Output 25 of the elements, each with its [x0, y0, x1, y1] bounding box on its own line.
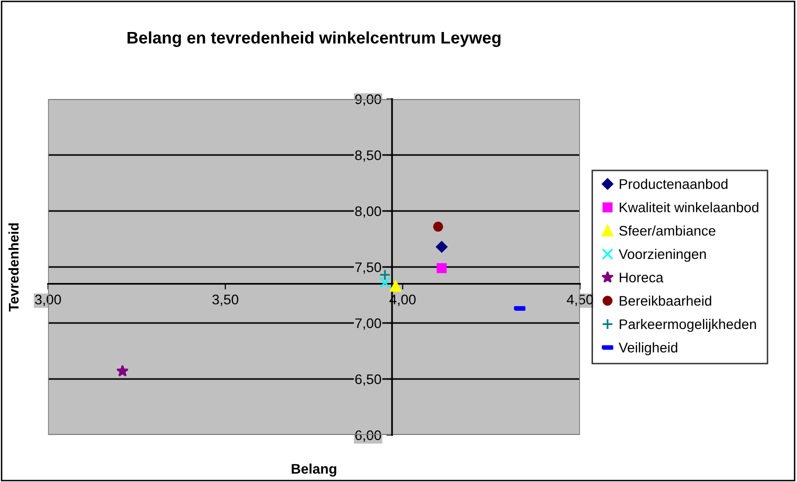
legend-label: Voorzieningen — [618, 248, 706, 262]
x-axis-title: Belang — [292, 464, 336, 477]
legend-label: Horeca — [620, 272, 664, 282]
y-tick-label: 8,50 — [355, 150, 382, 162]
legend-label: Kwaliteit winkelaanbod — [620, 202, 758, 212]
point — [116, 364, 129, 376]
y-tick-label: 6,50 — [355, 374, 382, 386]
point — [390, 280, 402, 292]
x-tick-label: 3,50 — [212, 294, 238, 306]
legend-label: Bereikbaarheid — [620, 296, 712, 306]
point — [433, 222, 444, 232]
point — [436, 241, 448, 253]
point — [436, 263, 447, 274]
legend-label: Sfeer/ambiance — [619, 225, 716, 236]
point — [379, 276, 391, 288]
legend-label: Veiligheid — [618, 342, 678, 356]
legend-label: Parkeermogelijkheden — [620, 318, 756, 332]
y-tick-label: 7,00 — [355, 318, 382, 330]
y-tick-label: 8,00 — [355, 206, 382, 218]
x-tick-label: 3,00 — [35, 294, 61, 306]
chart-title: Belang en tevredenheid winkelcentrum Leyweg — [128, 31, 500, 47]
legend-label: Productenaanbod — [620, 178, 728, 189]
y-tick-label: 7,50 — [355, 262, 382, 274]
point — [379, 269, 391, 281]
y-axis-title: Tevredenheid — [8, 223, 19, 312]
